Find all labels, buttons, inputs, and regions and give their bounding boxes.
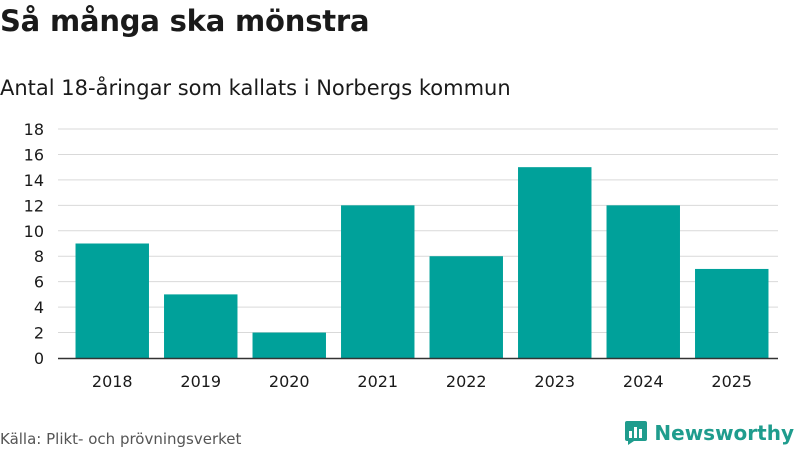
bar-2020 bbox=[252, 332, 326, 358]
brand-name: Newsworthy bbox=[654, 421, 794, 445]
y-axis-ticks: 0 2 4 6 8 10 12 14 16 18 bbox=[24, 120, 44, 368]
y-tick-label: 14 bbox=[24, 171, 44, 190]
bar-2021 bbox=[341, 205, 415, 358]
bar-2022 bbox=[429, 256, 503, 358]
x-tick-label: 2020 bbox=[269, 372, 310, 391]
bar-chart: 0 2 4 6 8 10 12 14 16 18 2018 2019 2020 2021 2022 2023… bbox=[24, 120, 778, 391]
bars bbox=[75, 167, 769, 358]
y-tick-label: 18 bbox=[24, 120, 44, 139]
source-note: Källa: Plikt- och prövningsverket bbox=[0, 430, 242, 448]
bar-2025 bbox=[695, 268, 769, 358]
chart-subtitle: Antal 18-åringar som kallats i Norbergs … bbox=[0, 76, 511, 100]
chart-title: Så många ska mönstra bbox=[0, 4, 370, 38]
y-tick-label: 4 bbox=[34, 298, 44, 317]
bar-2023 bbox=[518, 167, 592, 358]
bar-2019 bbox=[164, 294, 238, 358]
y-tick-label: 2 bbox=[34, 324, 44, 343]
x-axis-ticks: 2018 2019 2020 2021 2022 2023 2024 2025 bbox=[92, 372, 752, 391]
x-tick-label: 2025 bbox=[711, 372, 752, 391]
chart-speech-bubble-icon bbox=[625, 421, 648, 445]
x-tick-label: 2018 bbox=[92, 372, 133, 391]
bar-2018 bbox=[75, 243, 149, 358]
x-tick-label: 2024 bbox=[623, 372, 664, 391]
y-tick-label: 10 bbox=[24, 222, 44, 241]
x-tick-label: 2021 bbox=[357, 372, 398, 391]
x-tick-label: 2019 bbox=[180, 372, 221, 391]
x-tick-label: 2023 bbox=[534, 372, 575, 391]
bar-2024 bbox=[606, 205, 680, 358]
y-tick-label: 0 bbox=[34, 349, 44, 368]
y-tick-label: 8 bbox=[34, 247, 44, 266]
brand-logo: Newsworthy bbox=[624, 420, 794, 446]
y-tick-label: 12 bbox=[24, 196, 44, 215]
x-tick-label: 2022 bbox=[446, 372, 487, 391]
y-tick-label: 16 bbox=[24, 145, 44, 164]
y-tick-label: 6 bbox=[34, 273, 44, 292]
